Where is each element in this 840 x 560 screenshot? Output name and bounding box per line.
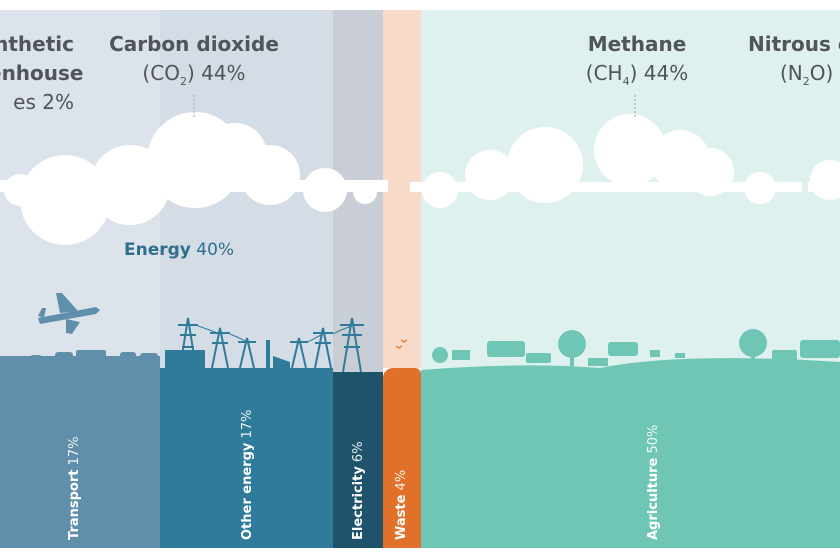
gas-formula: )	[629, 61, 638, 85]
energy-percent: 40%	[196, 240, 235, 260]
sector-percent: 17%	[240, 409, 255, 439]
airplane-icon	[38, 293, 100, 334]
birds-icon	[395, 339, 408, 349]
sector-label-other-energy: Other energy 17%	[240, 410, 255, 540]
sector-percent: 50%	[646, 424, 661, 454]
power-pylons-silhouette	[178, 317, 364, 373]
farm-animals-silhouette	[421, 329, 840, 372]
gas-formula: )	[186, 61, 195, 85]
gas-name: Methane	[587, 32, 687, 56]
sector-label-agriculture: Agriculture 50%	[646, 425, 661, 540]
energy-label: Energy 40%	[124, 240, 234, 260]
sector-name: Other energy	[240, 442, 255, 540]
sector-percent: 4%	[394, 469, 409, 491]
gas-percent: 2%	[42, 90, 74, 114]
gas-formula: (N	[780, 61, 803, 85]
gas-label-methane: Methane (CH4) 44%	[537, 30, 737, 96]
sector-percent: 6%	[351, 441, 366, 463]
gas-formula-subscript: 4	[622, 75, 630, 88]
cloud-band	[0, 112, 840, 245]
cloud-right	[410, 114, 840, 208]
energy-name: Energy	[124, 240, 191, 260]
gas-percent: 44%	[643, 61, 689, 85]
sector-name: Electricity	[351, 466, 366, 540]
transport-ground	[0, 363, 160, 548]
gas-name-line: es	[13, 90, 36, 114]
factory-silhouette	[165, 340, 290, 368]
gas-name-line: enhouse	[0, 61, 84, 85]
sector-name: Agriculture	[646, 457, 661, 540]
vehicles-silhouette	[0, 350, 160, 364]
gas-label-synthetic: nthetic enhouse es 2%	[0, 30, 84, 117]
gas-name-line: nthetic	[0, 32, 74, 56]
gas-label-nitrous-oxide: Nitrous o (N2O)	[748, 30, 840, 96]
sector-label-waste: Waste 4%	[394, 470, 409, 540]
sector-name: Transport	[67, 469, 82, 540]
sector-label-transport: Transport 17%	[67, 436, 82, 540]
gas-formula-subscript: 2	[802, 75, 810, 88]
electricity-ground	[333, 372, 383, 548]
sector-name: Waste	[394, 494, 409, 540]
gas-name: Carbon dioxide	[109, 32, 279, 56]
agriculture-ground	[421, 372, 840, 548]
sector-label-electricity: Electricity 6%	[351, 441, 366, 540]
gas-formula: (CH	[585, 61, 623, 85]
gas-formula: O)	[809, 61, 834, 85]
gas-formula-subscript: 2	[179, 75, 187, 88]
gas-label-carbon-dioxide: Carbon dioxide (CO2) 44%	[94, 30, 294, 96]
gas-percent: 44%	[201, 61, 246, 85]
cloud-left	[0, 112, 388, 245]
waste-ground	[383, 368, 421, 548]
other-energy-ground	[160, 368, 333, 548]
gas-formula: (CO	[142, 61, 180, 85]
gas-name: Nitrous o	[748, 32, 840, 56]
sector-percent: 17%	[67, 436, 82, 466]
